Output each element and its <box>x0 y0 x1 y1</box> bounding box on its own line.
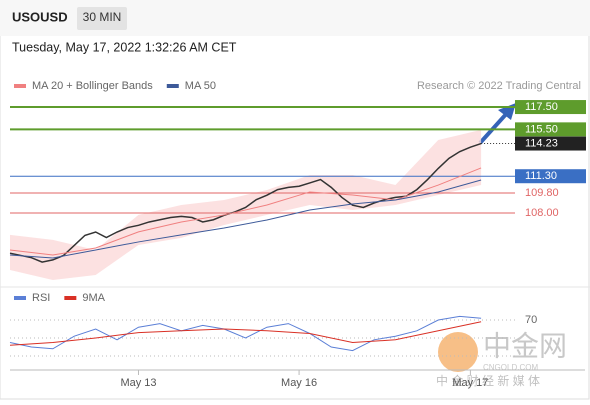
level-box <box>515 169 586 184</box>
watermark-site: CNGOLD.COM <box>483 363 538 372</box>
forecast-arrow <box>478 110 510 145</box>
series-line <box>9 167 482 256</box>
watermark-slogan: 中 金 财 经 新 媒 体 <box>436 373 540 388</box>
level-label: 114.23 <box>525 137 558 149</box>
timestamp: Tuesday, May 17, 2022 1:32:26 AM CET <box>12 40 237 54</box>
symbol-tab[interactable]: USOUSD <box>12 9 68 24</box>
level-label: 115.50 <box>525 123 558 135</box>
x-tick-label: May 13 <box>120 377 156 389</box>
legend-label: MA 50 <box>185 80 216 92</box>
legend-swatch <box>64 296 77 300</box>
x-tick-label: May 16 <box>281 377 317 389</box>
bollinger-band <box>10 129 482 280</box>
legend-label: 9MA <box>82 292 105 304</box>
level-label: 109.80 <box>525 187 559 199</box>
watermark-brand: 中金网 <box>483 330 567 361</box>
legend-label: RSI <box>32 292 50 304</box>
level-label: 111.30 <box>525 170 557 182</box>
legend-swatch <box>14 296 26 300</box>
level-label: 108.00 <box>525 207 559 219</box>
watermark-logo <box>438 332 478 372</box>
credit: Research © 2022 Trading Central <box>417 80 581 92</box>
legend-label: MA 20 + Bollinger Bands <box>32 80 153 92</box>
series-line <box>9 179 482 259</box>
y-tick-label: 70 <box>525 314 537 326</box>
timeframe-tab[interactable]: 30 MIN <box>83 10 122 24</box>
legend-swatch <box>14 84 26 88</box>
series-line <box>9 142 482 263</box>
legend-swatch <box>166 84 179 88</box>
level-label: 117.50 <box>525 101 558 113</box>
x-tick-label: May 17 <box>452 377 488 389</box>
level-box <box>515 136 586 151</box>
level-box <box>515 122 586 137</box>
series-line <box>9 315 482 352</box>
timeframe-tab-bg[interactable] <box>77 7 127 30</box>
series-line <box>9 321 482 346</box>
level-box <box>515 100 586 115</box>
